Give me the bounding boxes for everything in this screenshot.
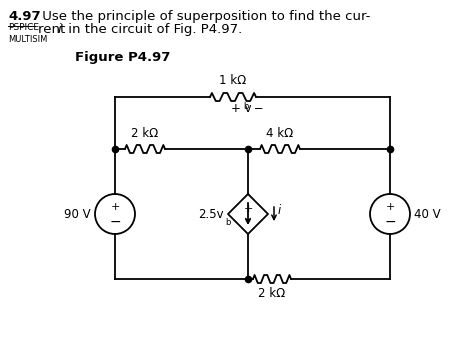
Text: PSPICE: PSPICE xyxy=(8,23,39,32)
Text: in the circuit of Fig. P4.97.: in the circuit of Fig. P4.97. xyxy=(64,23,242,36)
Text: MULTISIM: MULTISIM xyxy=(8,35,47,44)
Text: +: + xyxy=(243,204,253,214)
Text: +: + xyxy=(110,202,120,212)
Text: 40 V: 40 V xyxy=(414,208,441,220)
Text: Figure P4.97: Figure P4.97 xyxy=(75,51,170,64)
Text: 4 kΩ: 4 kΩ xyxy=(266,127,293,140)
Text: −: − xyxy=(250,102,264,115)
Text: 90 V: 90 V xyxy=(64,208,91,220)
Text: Use the principle of superposition to find the cur-: Use the principle of superposition to fi… xyxy=(38,10,370,23)
Text: 2 kΩ: 2 kΩ xyxy=(258,287,286,300)
Text: b: b xyxy=(225,218,230,227)
Text: −: − xyxy=(384,215,396,229)
Text: b: b xyxy=(243,102,248,111)
Text: 2.5v: 2.5v xyxy=(199,208,224,220)
Text: i: i xyxy=(58,23,62,36)
Text: 1 kΩ: 1 kΩ xyxy=(219,74,246,87)
Text: + v: + v xyxy=(231,102,252,115)
Text: 4.97: 4.97 xyxy=(8,10,41,23)
Text: 2 kΩ: 2 kΩ xyxy=(131,127,159,140)
Text: rent: rent xyxy=(38,23,70,36)
Text: +: + xyxy=(385,202,395,212)
Text: −: − xyxy=(109,215,121,229)
Text: i: i xyxy=(278,205,281,218)
